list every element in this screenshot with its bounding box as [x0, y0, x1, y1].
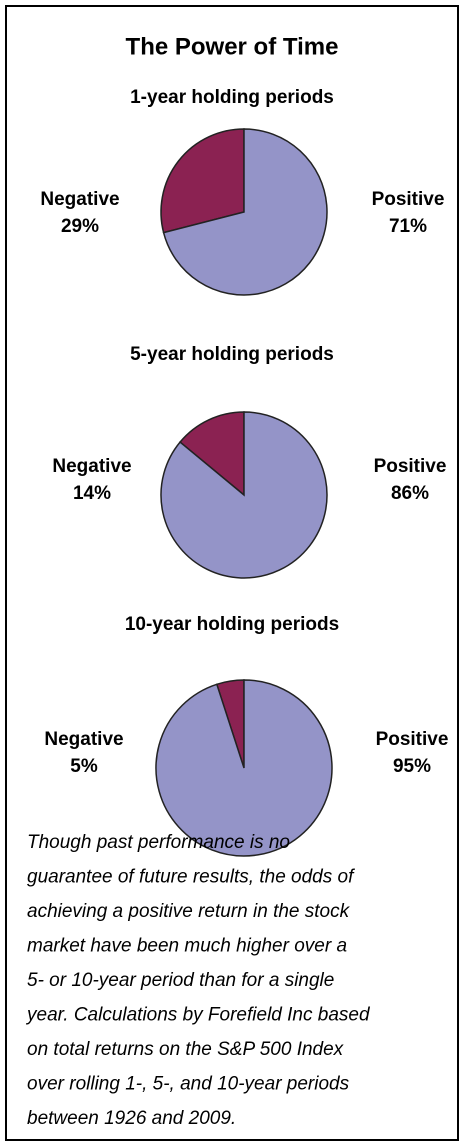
footnote-line: guarantee of future results, the odds of [27, 867, 355, 888]
category-label: Negative [44, 729, 123, 750]
footnote-line: year. Calculations by Forefield Inc base… [25, 1005, 371, 1026]
value-label: 95% [393, 756, 431, 777]
category-label: Positive [376, 729, 449, 750]
value-label: 29% [61, 216, 99, 237]
footnote-line: 5- or 10-year period than for a single [27, 970, 334, 991]
pie-title: 1-year holding periods [130, 87, 334, 108]
category-label: Negative [40, 189, 119, 210]
value-label: 71% [389, 216, 427, 237]
value-label: 86% [391, 483, 429, 504]
category-label: Positive [374, 456, 447, 477]
category-label: Negative [52, 456, 131, 477]
pie-slice [155, 679, 333, 857]
pie-slice [160, 128, 245, 234]
category-label: Positive [372, 189, 445, 210]
pie-slice [160, 411, 328, 579]
pie-slice [178, 411, 245, 497]
footnote-line: achieving a positive return in the stock [27, 901, 351, 922]
footnote-line: on total returns on the S&P 500 Index [27, 1039, 345, 1060]
pie-slice [162, 128, 328, 296]
value-label: 5% [70, 756, 98, 777]
page-title: The Power of Time [126, 33, 339, 60]
footnote-line: market have been much higher over a [27, 936, 347, 957]
footnote-line: between 1926 and 2009. [27, 1108, 236, 1129]
value-label: 14% [73, 483, 111, 504]
footnote-line: over rolling 1-, 5-, and 10-year periods [27, 1074, 350, 1095]
pie-title: 10-year holding periods [125, 614, 339, 635]
pie-title: 5-year holding periods [130, 344, 334, 365]
footnote-line: Though past performance is no [27, 832, 290, 853]
